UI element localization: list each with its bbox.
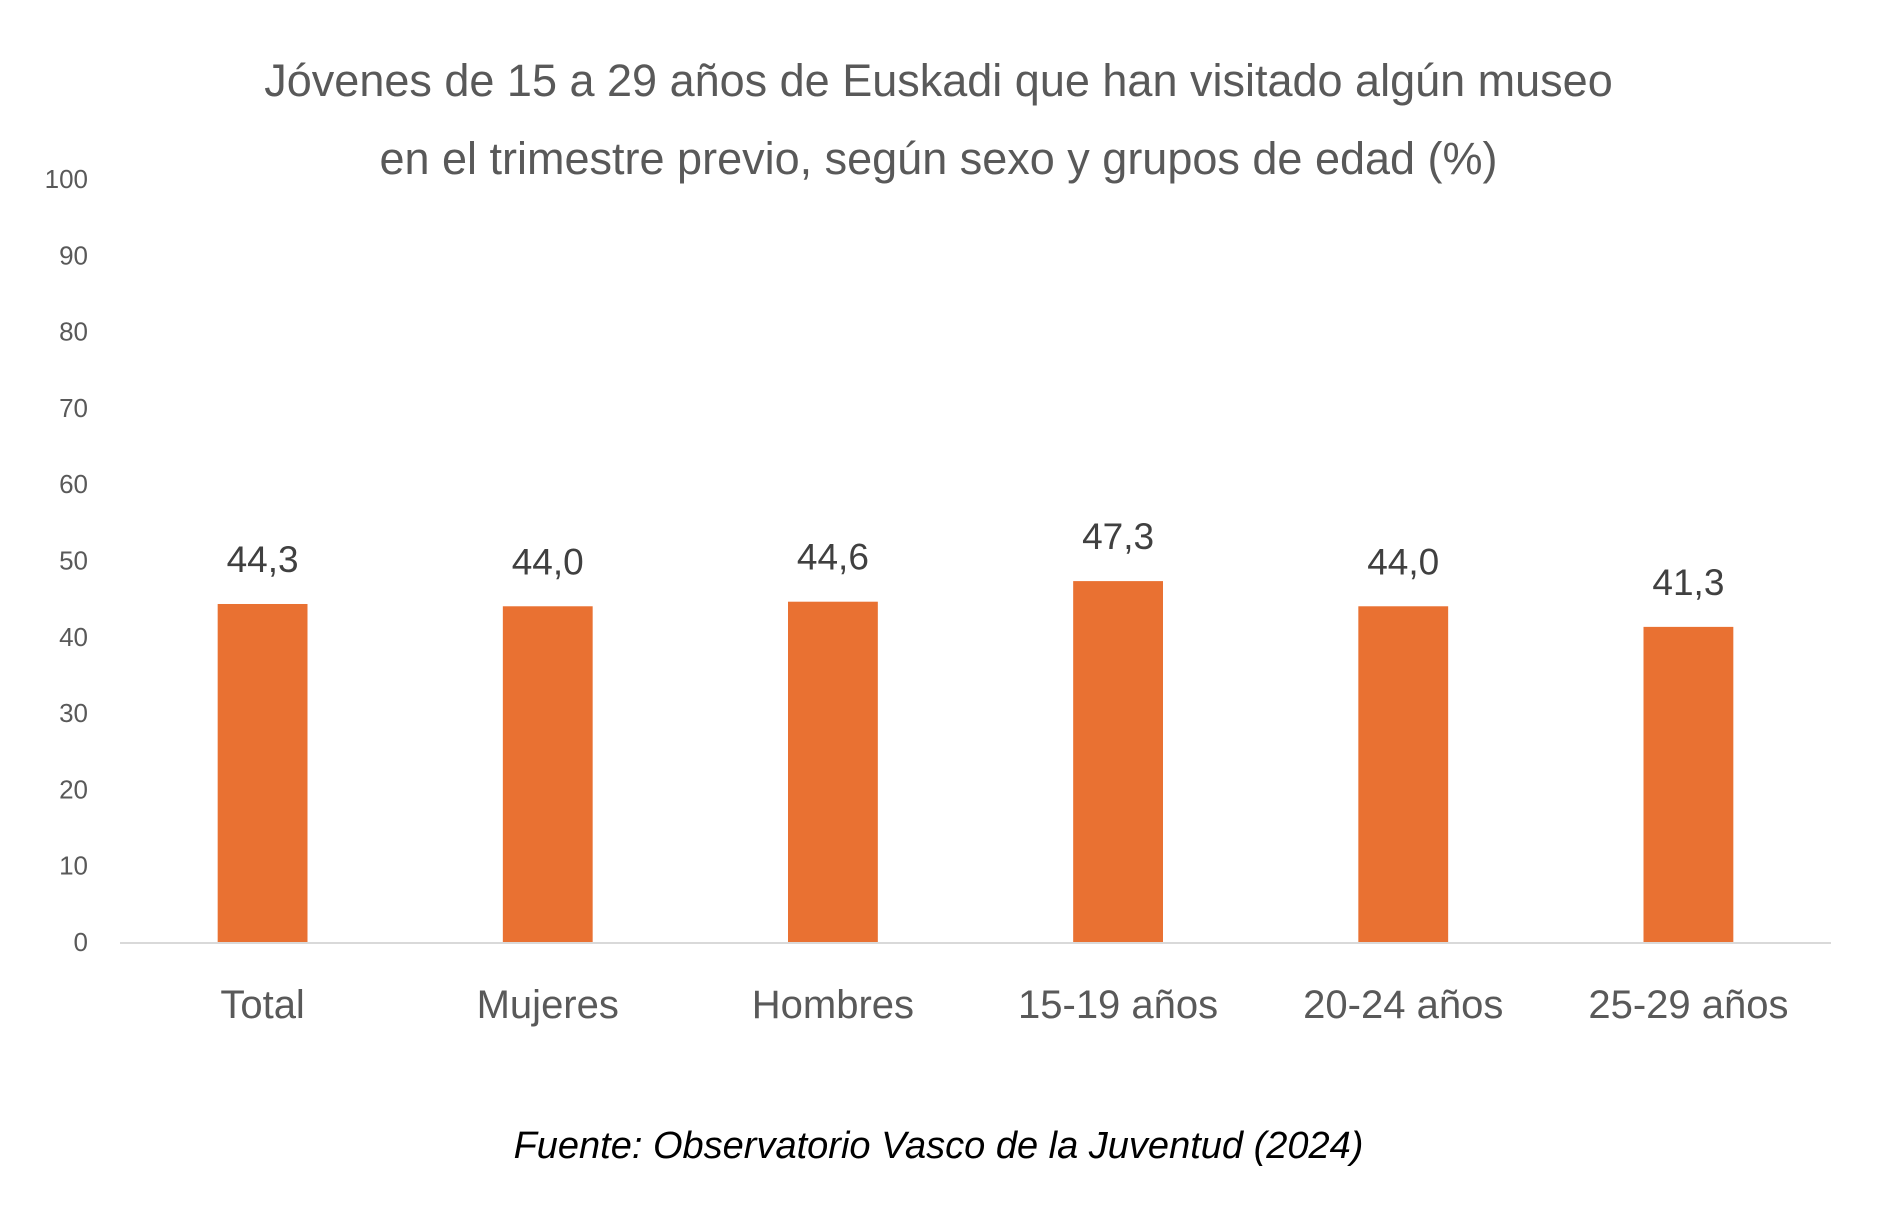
y-tick-label: 20 bbox=[59, 774, 88, 804]
x-tick-label: 15-19 años bbox=[1018, 983, 1218, 1027]
y-tick-label: 90 bbox=[59, 240, 88, 270]
y-tick-label: 50 bbox=[59, 546, 88, 576]
y-tick-label: 40 bbox=[59, 622, 88, 652]
x-tick-label: 25-29 años bbox=[1588, 983, 1788, 1027]
y-tick-label: 70 bbox=[59, 393, 88, 423]
x-tick-label: Total bbox=[220, 983, 305, 1027]
y-tick-label: 80 bbox=[59, 317, 88, 347]
y-tick-label: 30 bbox=[59, 698, 88, 728]
x-tick-label: Mujeres bbox=[477, 983, 619, 1027]
bar bbox=[1358, 606, 1449, 942]
y-tick-label: 10 bbox=[59, 851, 88, 881]
x-tick-label: Hombres bbox=[752, 983, 914, 1027]
bar bbox=[788, 601, 878, 942]
chart-title-line-1: Jóvenes de 15 a 29 años de Euskadi que h… bbox=[264, 55, 1613, 106]
data-label: 44,3 bbox=[227, 539, 299, 580]
bar bbox=[502, 606, 593, 942]
bar bbox=[1073, 581, 1163, 942]
y-tick-label: 60 bbox=[59, 469, 88, 499]
y-tick-label: 100 bbox=[45, 164, 88, 194]
data-label: 47,3 bbox=[1082, 516, 1154, 557]
chart-title: Jóvenes de 15 a 29 años de Euskadi que h… bbox=[0, 42, 1877, 198]
source-note: Fuente: Observatorio Vasco de la Juventu… bbox=[513, 1125, 1364, 1167]
x-tick-label: 20-24 años bbox=[1303, 983, 1503, 1027]
data-label: 44,6 bbox=[797, 537, 869, 578]
data-label: 44,0 bbox=[1367, 541, 1439, 582]
chart-title-line-2: en el trimestre previo, según sexo y gru… bbox=[379, 133, 1498, 184]
bar bbox=[1643, 626, 1734, 942]
y-tick-label: 0 bbox=[74, 927, 88, 957]
data-label: 41,3 bbox=[1652, 562, 1724, 603]
data-label: 44,0 bbox=[512, 541, 584, 582]
bar bbox=[217, 603, 308, 942]
